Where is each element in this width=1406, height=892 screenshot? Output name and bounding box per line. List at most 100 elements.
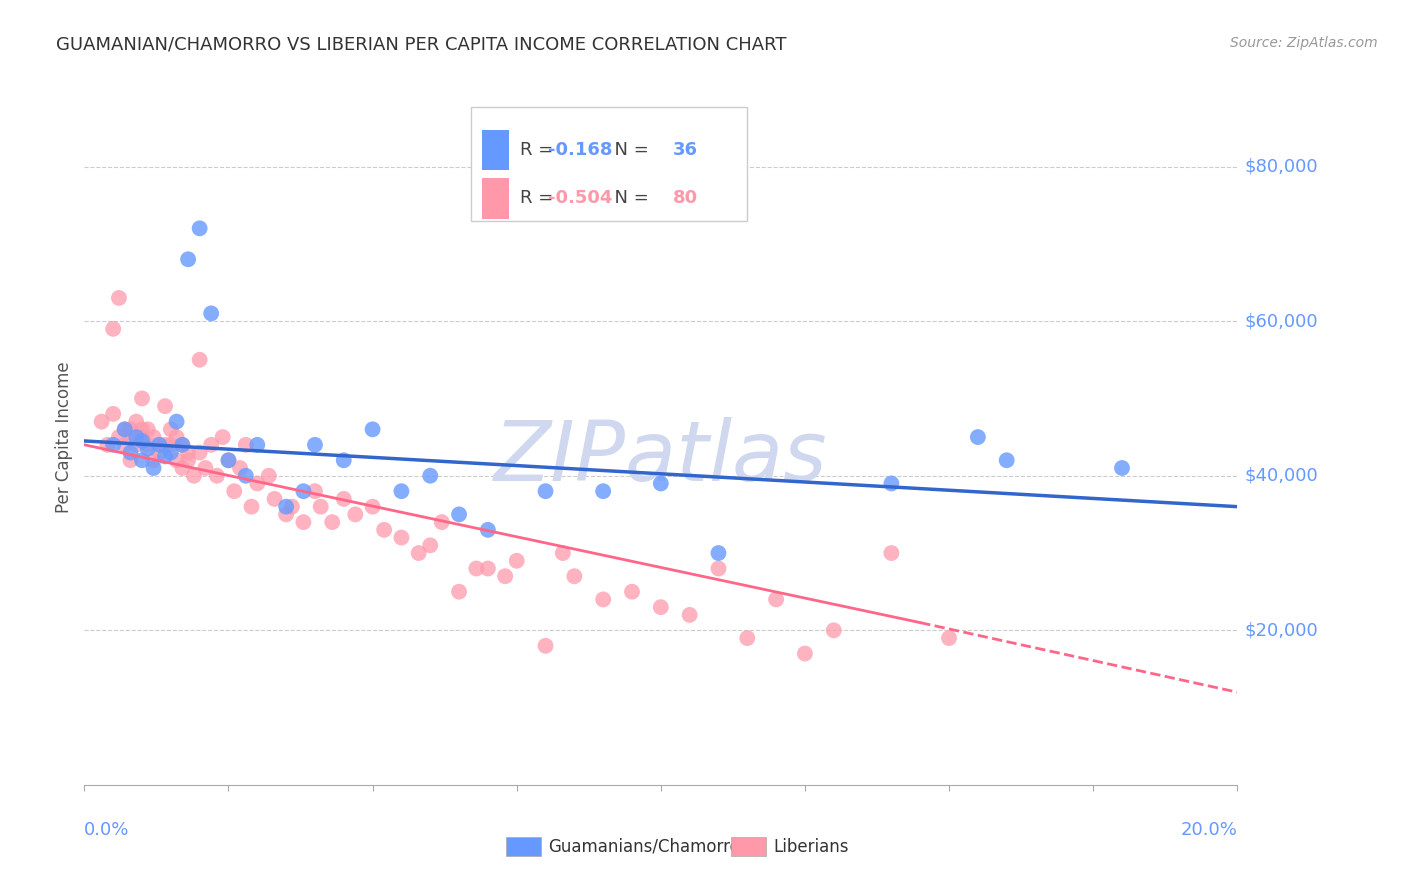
Point	[967, 430, 990, 444]
Point	[166, 430, 188, 444]
Point	[131, 430, 153, 444]
Point	[131, 453, 153, 467]
Point	[880, 476, 903, 491]
Point	[224, 484, 246, 499]
Point	[188, 352, 211, 367]
Point	[136, 442, 159, 456]
Point	[108, 430, 131, 444]
Text: Source: ZipAtlas.com: Source: ZipAtlas.com	[1230, 36, 1378, 50]
Point	[188, 445, 211, 459]
Point	[321, 515, 343, 529]
Point	[447, 584, 470, 599]
Point	[142, 453, 165, 467]
Point	[172, 438, 194, 452]
Point	[114, 438, 136, 452]
Point	[136, 422, 159, 436]
Point	[125, 415, 148, 429]
Point	[707, 546, 730, 560]
Point	[419, 468, 441, 483]
Point	[1111, 461, 1133, 475]
Point	[304, 438, 326, 452]
Point	[361, 500, 384, 514]
Point	[678, 607, 700, 622]
Point	[148, 438, 170, 452]
Point	[562, 569, 586, 583]
Point	[166, 453, 188, 467]
Point	[361, 422, 384, 436]
Point	[153, 450, 176, 464]
Point	[194, 461, 217, 475]
Point	[108, 291, 131, 305]
Point	[217, 453, 239, 467]
Point	[430, 515, 453, 529]
Point	[235, 468, 257, 483]
Text: -0.504: -0.504	[548, 189, 613, 208]
Point	[793, 647, 815, 661]
Point	[200, 306, 222, 320]
Text: Liberians: Liberians	[773, 838, 849, 855]
Text: -0.168: -0.168	[548, 141, 613, 159]
Point	[373, 523, 395, 537]
Point	[103, 438, 124, 452]
Point	[707, 561, 730, 575]
Point	[240, 500, 263, 514]
Point	[292, 515, 315, 529]
Point	[391, 531, 413, 545]
Point	[257, 468, 280, 483]
Point	[177, 453, 200, 467]
Point	[592, 484, 614, 499]
Y-axis label: Per Capita Income: Per Capita Income	[55, 361, 73, 513]
Point	[551, 546, 574, 560]
Point	[131, 392, 153, 406]
Point	[391, 484, 413, 499]
Point	[148, 445, 170, 459]
Point	[153, 438, 176, 452]
Point	[120, 445, 142, 459]
Point	[274, 500, 298, 514]
Text: 0.0%: 0.0%	[84, 821, 129, 838]
Point	[120, 453, 142, 467]
Point	[465, 561, 488, 575]
Text: $80,000: $80,000	[1244, 158, 1317, 176]
Point	[332, 453, 354, 467]
Text: N =: N =	[603, 141, 655, 159]
Point	[621, 584, 644, 599]
Point	[408, 546, 430, 560]
Point	[183, 468, 205, 483]
Point	[148, 438, 170, 452]
Point	[188, 221, 211, 235]
Point	[880, 546, 903, 560]
Point	[309, 500, 332, 514]
Text: R =: R =	[520, 141, 560, 159]
Point	[217, 453, 239, 467]
Point	[229, 461, 252, 475]
Point	[177, 445, 200, 459]
Text: ZIPatlas: ZIPatlas	[494, 417, 828, 499]
Point	[131, 434, 153, 448]
Point	[125, 430, 148, 444]
Text: GUAMANIAN/CHAMORRO VS LIBERIAN PER CAPITA INCOME CORRELATION CHART: GUAMANIAN/CHAMORRO VS LIBERIAN PER CAPIT…	[56, 36, 787, 54]
Point	[304, 484, 326, 499]
Point	[90, 415, 112, 429]
Point	[142, 430, 165, 444]
Point	[172, 438, 194, 452]
Point	[246, 476, 269, 491]
Text: $20,000: $20,000	[1244, 622, 1317, 640]
Point	[166, 415, 188, 429]
Point	[235, 438, 257, 452]
Point	[246, 438, 269, 452]
Text: 80: 80	[672, 189, 697, 208]
Point	[281, 500, 304, 514]
Text: $60,000: $60,000	[1244, 312, 1317, 330]
Point	[737, 631, 759, 645]
Point	[995, 453, 1018, 467]
Point	[506, 554, 529, 568]
Text: 36: 36	[672, 141, 697, 159]
Point	[534, 639, 557, 653]
Point	[332, 491, 354, 506]
Point	[292, 484, 315, 499]
Point	[534, 484, 557, 499]
Point	[494, 569, 516, 583]
Point	[131, 422, 153, 436]
Text: $40,000: $40,000	[1244, 467, 1317, 484]
